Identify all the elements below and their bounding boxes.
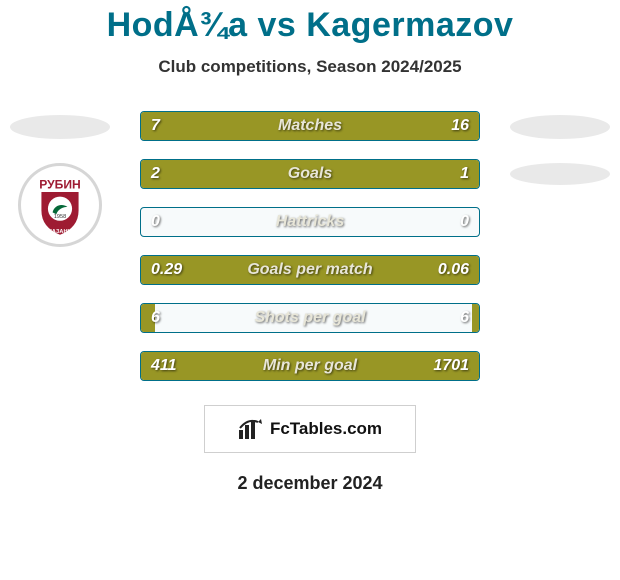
logo-shield: [41, 192, 78, 235]
comparison-bars: Matches716Goals21Hattricks00Goals per ma…: [140, 111, 480, 399]
stat-label: Goals: [141, 160, 479, 188]
stat-row: Goals per match0.290.06: [140, 255, 480, 285]
stat-value-right: 0: [450, 208, 479, 236]
stat-row: Shots per goal6 6: [140, 303, 480, 333]
stat-label: Hattricks: [141, 208, 479, 236]
right-placeholder-ellipse-1: [510, 115, 610, 139]
attribution-text: FcTables.com: [270, 419, 382, 439]
stat-row: Goals2 1: [140, 159, 480, 189]
logo-leaf: [53, 205, 68, 214]
stat-value-right: 1701: [423, 352, 479, 380]
stat-label: Matches: [141, 112, 479, 140]
logo-text-top: РУБИН: [39, 177, 80, 191]
stat-row: Hattricks0 0: [140, 207, 480, 237]
generation-date: 2 december 2024: [0, 473, 620, 494]
subtitle: Club competitions, Season 2024/2025: [0, 57, 620, 77]
fctables-icon: [238, 418, 264, 440]
stat-value-right: 6: [450, 304, 479, 332]
page-title: HodÅ¾a vs Kagermazov: [0, 6, 620, 45]
stat-label: Shots per goal: [141, 304, 479, 332]
stat-value-left: 7: [141, 112, 170, 140]
stat-value-left: 0: [141, 208, 170, 236]
logo-year: 1958: [54, 214, 66, 220]
stat-value-right: 1: [450, 160, 479, 188]
logo-circle: [48, 197, 72, 221]
team-logo-left: РУБИН 1958 КАЗАНЬ: [18, 163, 102, 247]
stat-row: Min per goal4111701: [140, 351, 480, 381]
stat-value-right: 16: [441, 112, 479, 140]
stat-value-left: 0.29: [141, 256, 192, 284]
stat-row: Matches7 16: [140, 111, 480, 141]
logo-text-bottom: КАЗАНЬ: [49, 229, 72, 235]
stat-value-left: 411: [141, 352, 187, 380]
right-placeholder-ellipse-2: [510, 163, 610, 185]
attribution-box: FcTables.com: [204, 405, 416, 453]
stat-value-left: 6: [141, 304, 170, 332]
left-placeholder-ellipse: [10, 115, 110, 139]
stat-value-right: 0.06: [428, 256, 479, 284]
comparison-area: РУБИН 1958 КАЗАНЬ Matches7 16 Goals2 1 Hattr…: [0, 101, 620, 401]
stat-value-left: 2: [141, 160, 170, 188]
